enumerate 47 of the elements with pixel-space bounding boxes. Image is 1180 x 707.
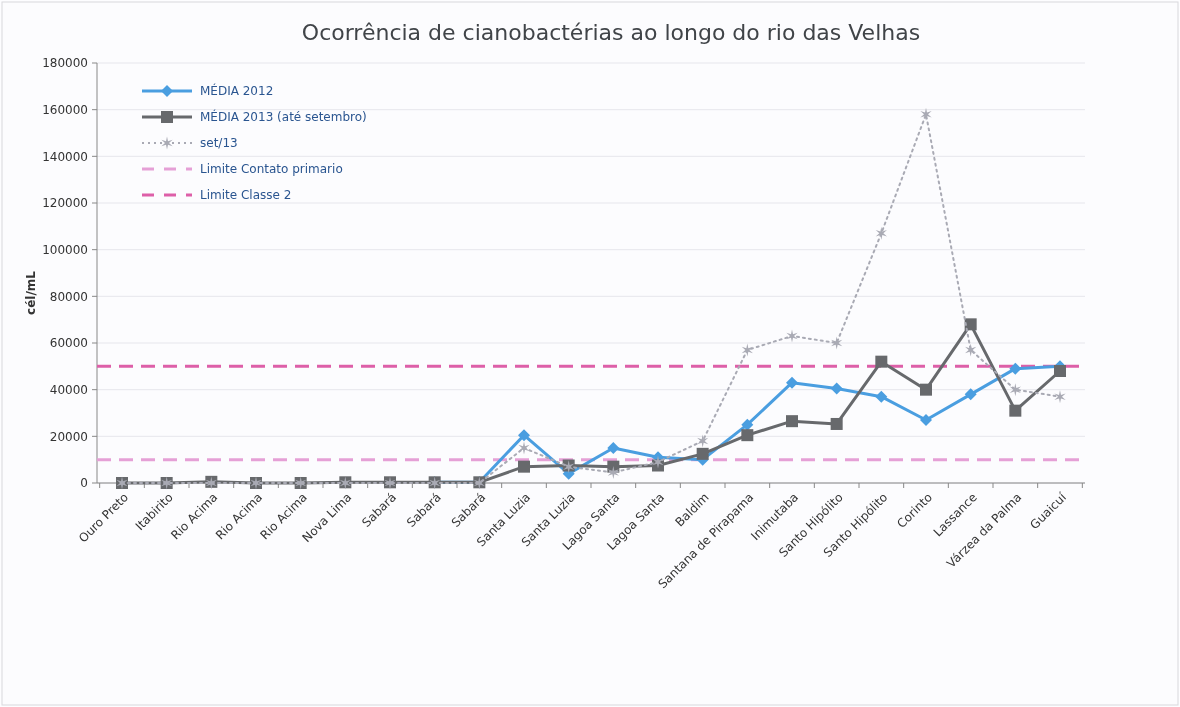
- y-tick-label: 40000: [49, 382, 88, 397]
- y-tick-label: 180000: [42, 56, 88, 71]
- y-tick-label: 0: [80, 476, 88, 491]
- point: [830, 417, 843, 430]
- point: [920, 107, 932, 121]
- point: [741, 343, 753, 357]
- point: [786, 329, 798, 343]
- point: [920, 383, 932, 396]
- point: [831, 336, 843, 350]
- point: [920, 414, 932, 426]
- y-tick-label: 140000: [42, 149, 88, 164]
- y-tick-label: 160000: [42, 102, 88, 117]
- y-tick-label: 20000: [49, 429, 88, 444]
- point: [1009, 383, 1021, 397]
- point: [965, 343, 977, 357]
- point: [741, 418, 754, 431]
- point: [830, 382, 843, 395]
- point: [875, 355, 888, 368]
- point: [1009, 404, 1022, 417]
- legend-label: set/13: [200, 136, 238, 151]
- point: [786, 376, 798, 389]
- point: [875, 226, 887, 240]
- legend-label: MÉDIA 2013 (até setembro): [200, 109, 367, 125]
- y-tick-label: 60000: [49, 336, 88, 351]
- point: [875, 390, 888, 403]
- point: [741, 429, 754, 442]
- point: [518, 441, 530, 455]
- point: [607, 442, 620, 454]
- legend-label: MÉDIA 2012: [200, 83, 274, 99]
- point: [607, 466, 619, 479]
- chart-title: Ocorrência de cianobactérias ao longo do rio das Velhas: [301, 20, 921, 45]
- point: [1054, 365, 1066, 377]
- point: [696, 447, 709, 460]
- point: [652, 455, 664, 469]
- y-tick-label: 80000: [49, 289, 88, 304]
- point: [786, 415, 798, 428]
- y-tick-label: 120000: [42, 196, 88, 211]
- y-tick-label: 100000: [42, 242, 88, 257]
- y-axis-title: cél/mL: [24, 270, 38, 315]
- point: [964, 318, 977, 331]
- point: [518, 460, 530, 473]
- point: [697, 434, 709, 448]
- point: [1054, 390, 1066, 404]
- legend-label: Limite Contato primario: [200, 162, 343, 177]
- point: [518, 429, 530, 442]
- point: [964, 388, 977, 401]
- legend-label: Limite Classe 2: [200, 188, 292, 203]
